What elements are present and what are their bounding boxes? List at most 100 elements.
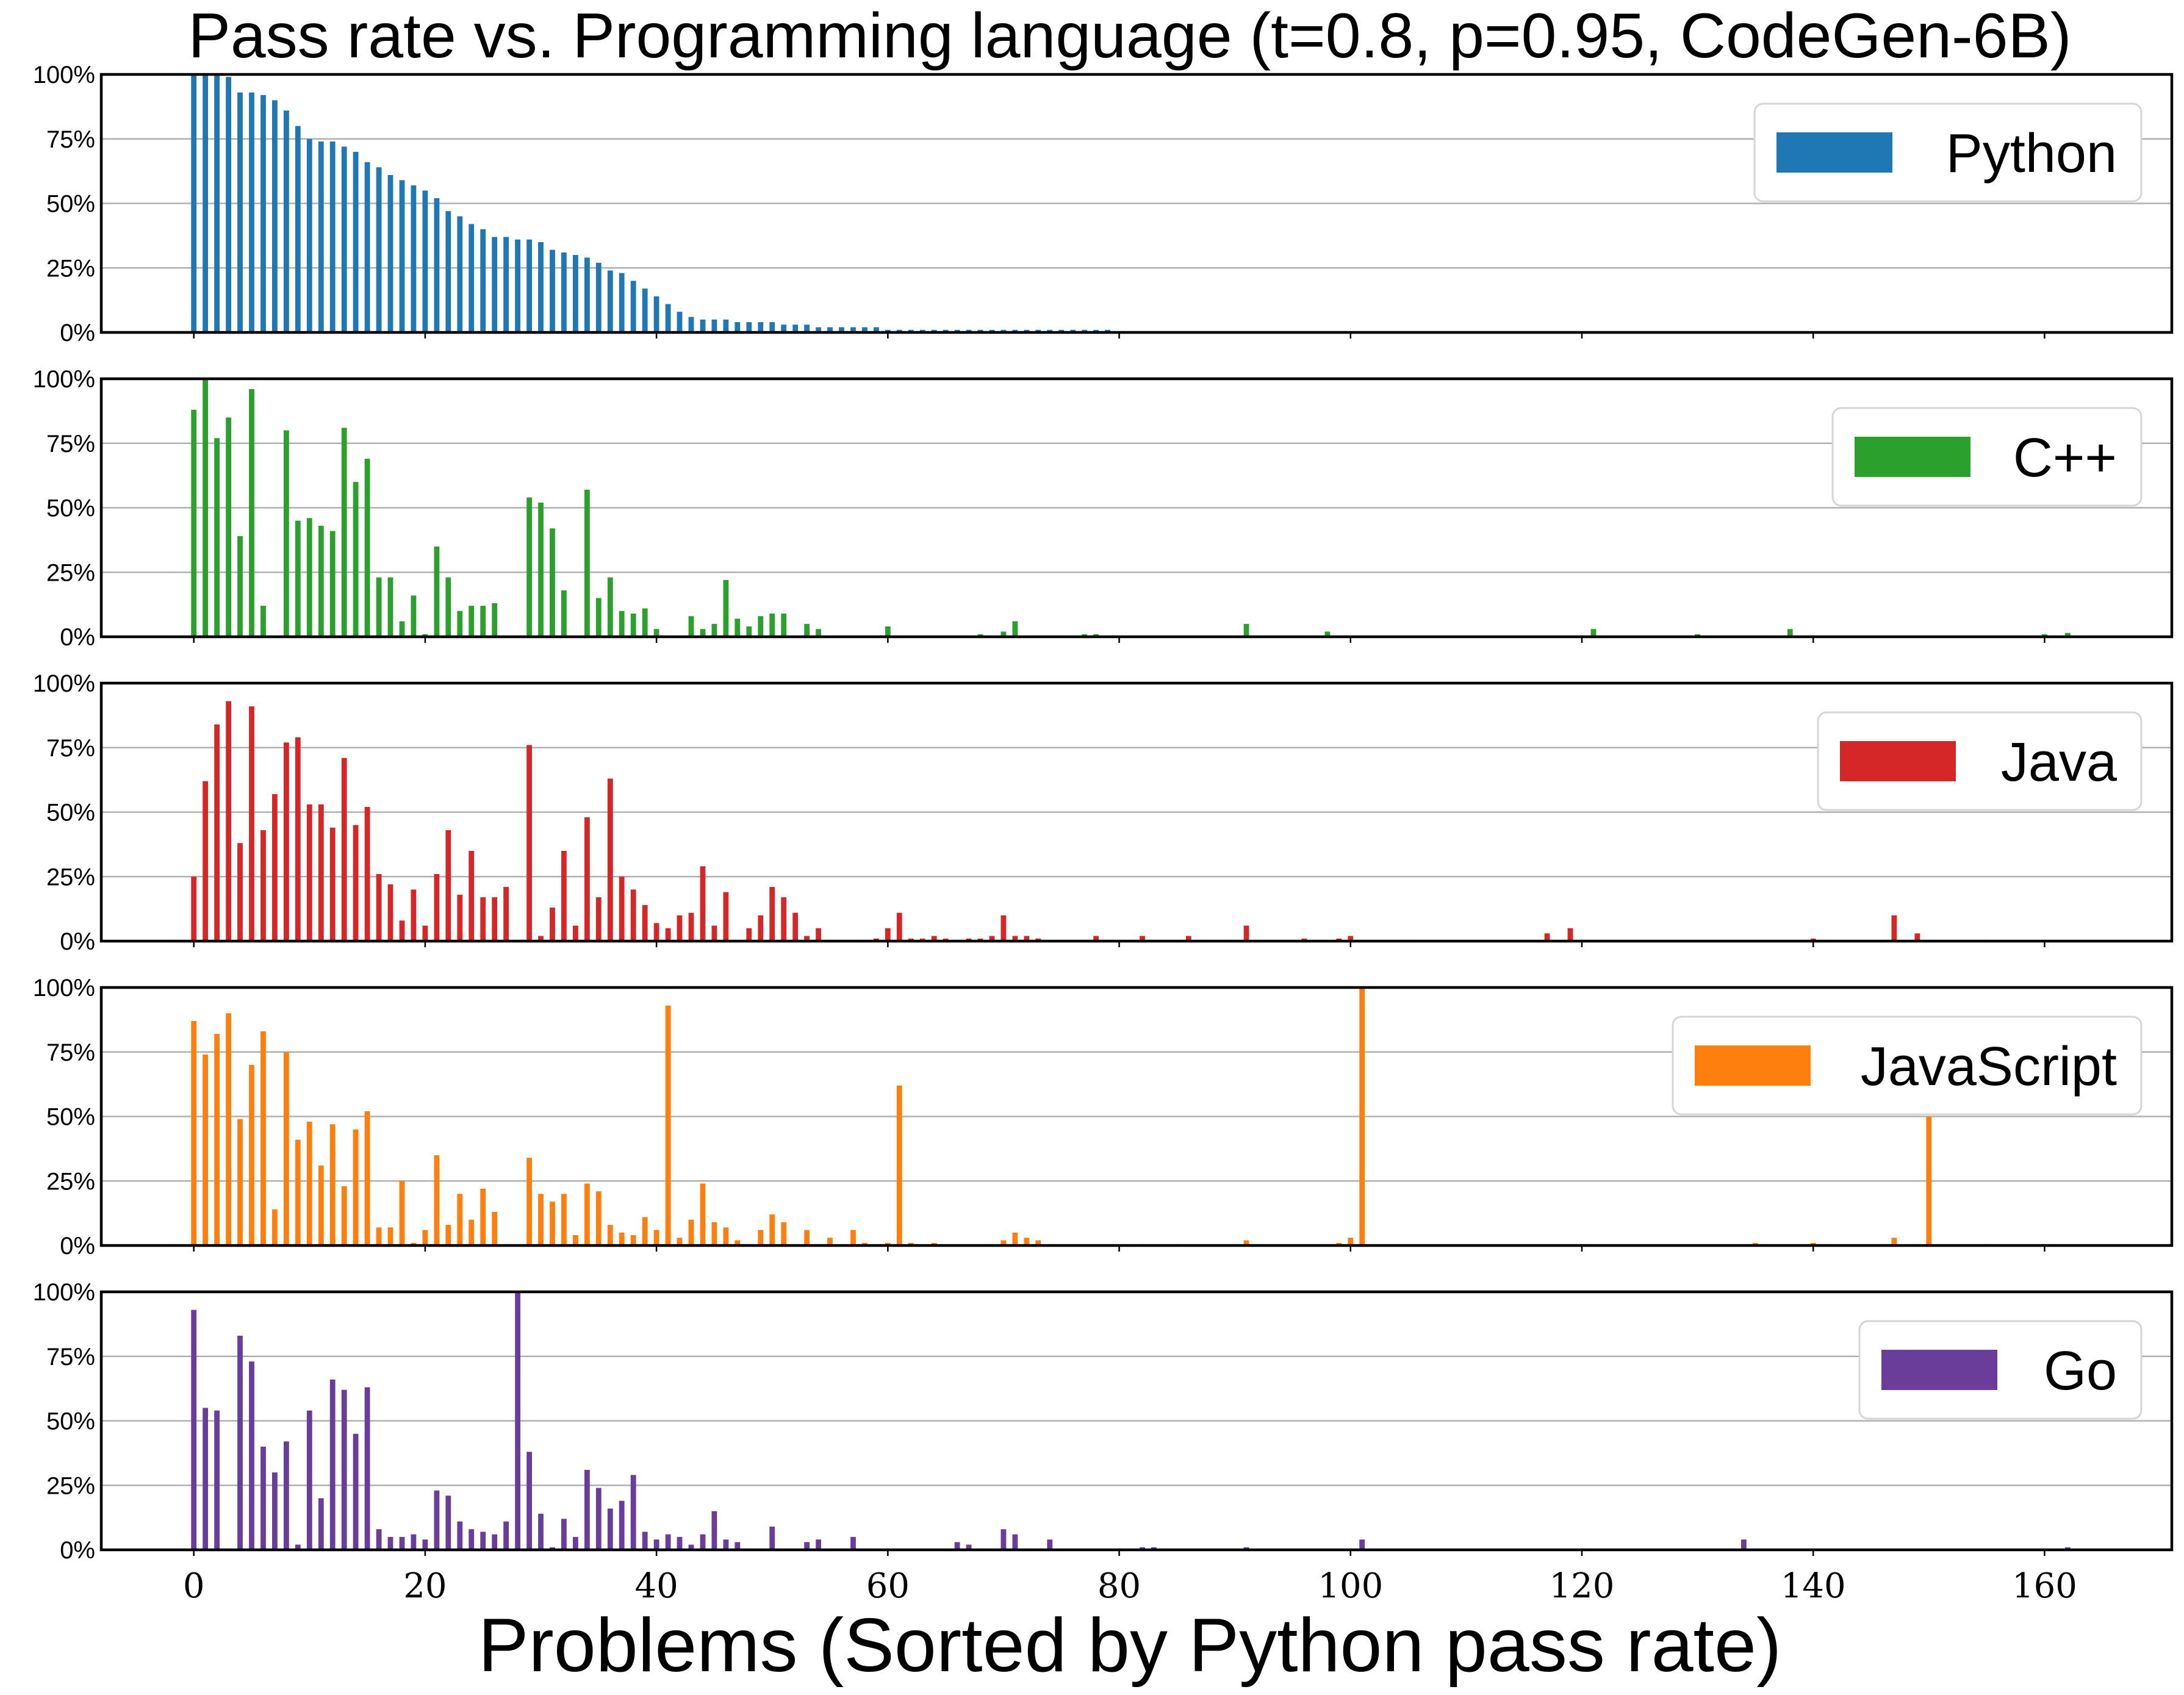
bar (295, 737, 301, 941)
bar (561, 590, 567, 637)
bar (538, 1513, 544, 1550)
y-tick-label: 50% (46, 495, 95, 522)
bar (619, 611, 625, 637)
y-tick-label: 0% (60, 928, 95, 955)
bar (353, 825, 359, 941)
bar (781, 613, 787, 637)
bar (746, 928, 752, 941)
bar (758, 616, 764, 637)
bar (353, 482, 359, 637)
bar (1012, 936, 1018, 941)
bar (595, 1191, 602, 1245)
bar (816, 928, 821, 941)
bar (954, 1542, 960, 1550)
legend-frame (1672, 1016, 2143, 1116)
bar (445, 1496, 451, 1550)
bar (816, 629, 821, 637)
bar (573, 255, 578, 332)
bar (665, 1005, 671, 1245)
bar (411, 1534, 417, 1550)
y-tick-label: 0% (60, 1233, 95, 1260)
bar (573, 1536, 578, 1550)
legend-swatch (1855, 437, 1970, 477)
bar (1140, 936, 1145, 941)
bar (445, 211, 451, 332)
y-tick-label: 75% (46, 126, 95, 153)
bar (191, 1021, 197, 1245)
bar (735, 618, 741, 637)
bar (735, 322, 741, 332)
bar (260, 1446, 266, 1550)
bar (688, 1219, 694, 1245)
bar (746, 626, 752, 637)
bar (469, 1529, 475, 1550)
bar (272, 1472, 278, 1550)
bar (526, 239, 532, 332)
legend-frame (1753, 102, 2143, 202)
bar (711, 1222, 717, 1245)
bar (630, 1235, 636, 1245)
bar (1000, 915, 1007, 941)
y-tick-label: 25% (46, 1168, 95, 1195)
panel-frame (99, 986, 2174, 1247)
bar (827, 1238, 833, 1245)
bar (226, 77, 231, 332)
bar (781, 324, 787, 332)
bar (214, 438, 220, 637)
panel-c: 0% 25% 50% 75% 100% C++ (33, 366, 2174, 651)
bar (214, 74, 220, 332)
bar (515, 239, 520, 332)
bar (538, 1194, 544, 1245)
bar (677, 312, 683, 332)
bar (399, 1181, 405, 1246)
bar (619, 1232, 625, 1245)
bar (480, 897, 486, 941)
bar (503, 237, 509, 332)
bar (503, 887, 509, 941)
bar (434, 874, 440, 941)
bar (989, 936, 995, 941)
bar (561, 1194, 567, 1245)
bar (1243, 1240, 1249, 1245)
bar (723, 1227, 729, 1245)
bar (214, 1410, 220, 1550)
bar (249, 706, 254, 941)
y-tick-label: 75% (46, 1039, 95, 1066)
bar (306, 138, 312, 333)
bar (387, 1227, 393, 1245)
bar (1590, 629, 1597, 637)
bar (387, 1536, 393, 1550)
bar (515, 1292, 520, 1550)
bar (642, 288, 648, 332)
legend: C++ (1831, 407, 2143, 507)
x-tick-label: 100 (1318, 1566, 1383, 1606)
bar (862, 327, 867, 332)
bar (353, 151, 359, 332)
bar (1348, 936, 1354, 941)
bar (387, 884, 393, 941)
bar (203, 1055, 208, 1245)
bar (434, 198, 440, 332)
bar (896, 1085, 902, 1245)
bar (318, 1498, 324, 1550)
bar (434, 1490, 440, 1550)
y-tick-label: 100% (33, 975, 95, 1002)
x-axis-ticks: 0 20 40 60 80 100 120 140 160 (183, 1566, 2077, 1606)
bar (364, 459, 370, 637)
bar (792, 324, 799, 332)
bar (260, 830, 266, 941)
bar (237, 1335, 243, 1550)
bar (665, 1534, 671, 1550)
x-tick-label: 160 (2012, 1566, 2077, 1606)
legend: Java (1817, 711, 2143, 811)
bar (272, 100, 278, 333)
bar (191, 876, 197, 942)
bar (607, 1508, 613, 1550)
bar (434, 546, 440, 637)
bar (550, 249, 555, 332)
legend-frame (1817, 711, 2143, 811)
bar (1544, 933, 1550, 941)
bar (723, 1539, 729, 1550)
bar (272, 794, 278, 941)
bar (1047, 1539, 1053, 1550)
